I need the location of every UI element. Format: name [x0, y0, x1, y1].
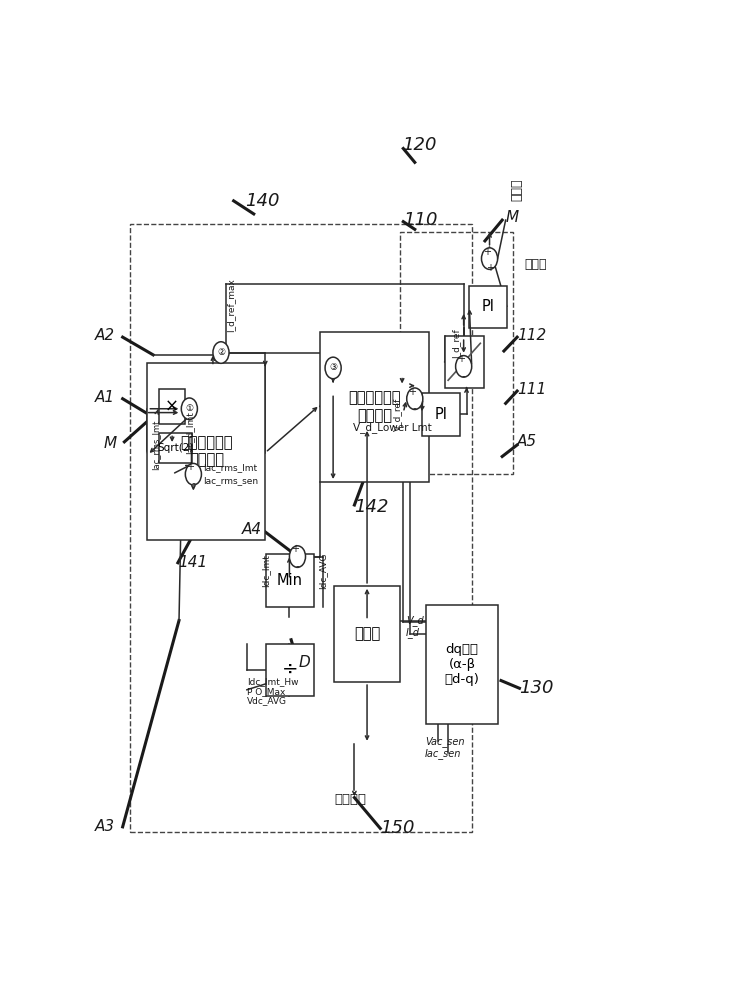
- Text: 输出交流电流
限制部分: 输出交流电流 限制部分: [180, 435, 232, 467]
- Text: 112: 112: [517, 328, 546, 343]
- Text: -: -: [413, 403, 417, 413]
- Text: I_d: I_d: [406, 627, 420, 638]
- Text: Iac_rms_sen: Iac_rms_sen: [203, 476, 258, 485]
- Text: Iac_sen: Iac_sen: [425, 748, 462, 759]
- Text: 142: 142: [355, 498, 389, 516]
- Text: Iac_rms_lmt: Iac_rms_lmt: [151, 420, 160, 470]
- Bar: [130, 224, 473, 832]
- Text: -: -: [295, 561, 300, 571]
- Text: Iac_d_lmt: Iac_d_lmt: [185, 411, 194, 454]
- Text: 输入直流电流
限制部分: 输入直流电流 限制部分: [348, 391, 401, 423]
- Text: 111: 111: [517, 382, 546, 397]
- Circle shape: [213, 342, 229, 363]
- Text: I_d_ref: I_d_ref: [452, 328, 461, 358]
- Bar: [266, 554, 314, 607]
- Text: ②: ②: [217, 348, 225, 357]
- Text: +: +: [485, 263, 493, 273]
- Text: Vac_sen: Vac_sen: [425, 736, 464, 747]
- Text: I_d_ref_max: I_d_ref_max: [226, 278, 235, 332]
- Text: ①: ①: [186, 404, 194, 413]
- Text: V_d_Lower Lmt: V_d_Lower Lmt: [353, 423, 432, 433]
- Text: Idc_lmt_Hw: Idc_lmt_Hw: [247, 678, 298, 687]
- Text: V_d: V_d: [406, 615, 424, 626]
- Text: M: M: [505, 210, 519, 225]
- Text: -: -: [462, 371, 466, 381]
- Text: 140: 140: [245, 192, 280, 210]
- Text: A3: A3: [94, 819, 114, 834]
- Circle shape: [181, 398, 197, 420]
- Text: 占空比: 占空比: [510, 178, 524, 201]
- Text: A4: A4: [243, 522, 263, 537]
- Text: -: -: [191, 478, 195, 488]
- Text: D: D: [298, 655, 310, 670]
- Text: Idc_lmt: Idc_lmt: [260, 554, 270, 587]
- Text: +: +: [408, 387, 416, 397]
- Circle shape: [456, 356, 472, 377]
- Circle shape: [407, 388, 423, 410]
- Text: 前馈项: 前馈项: [524, 258, 547, 271]
- Text: dq变据
(α-β
到d-q): dq变据 (α-β 到d-q): [444, 643, 479, 686]
- Circle shape: [186, 463, 201, 485]
- Bar: [266, 644, 314, 696]
- Bar: [335, 586, 401, 682]
- Text: ③: ③: [329, 363, 337, 372]
- Text: 141: 141: [178, 555, 207, 570]
- Text: +: +: [291, 544, 298, 554]
- Text: A1: A1: [94, 390, 114, 405]
- Circle shape: [289, 546, 306, 567]
- Text: +: +: [457, 354, 465, 364]
- Text: 120: 120: [402, 136, 436, 154]
- Text: 比较器: 比较器: [354, 626, 381, 641]
- Text: V_d_ref: V_d_ref: [393, 398, 402, 431]
- Text: +: +: [483, 247, 491, 257]
- Bar: [444, 336, 484, 388]
- Bar: [421, 393, 459, 436]
- Bar: [426, 605, 498, 724]
- Text: ×: ×: [165, 397, 179, 415]
- Circle shape: [482, 248, 498, 269]
- Text: Idc_AVG: Idc_AVG: [318, 552, 327, 589]
- Bar: [159, 389, 186, 424]
- Text: PI: PI: [482, 299, 495, 314]
- Text: 110: 110: [404, 211, 438, 229]
- Bar: [470, 286, 507, 328]
- Text: 150: 150: [381, 819, 415, 837]
- Text: A5: A5: [517, 434, 537, 449]
- Text: Min: Min: [277, 573, 303, 588]
- Bar: [148, 363, 266, 540]
- Bar: [401, 232, 513, 474]
- Text: 130: 130: [519, 679, 554, 697]
- Bar: [320, 332, 429, 482]
- Bar: [159, 433, 192, 463]
- Text: +: +: [186, 462, 194, 472]
- Circle shape: [325, 357, 341, 379]
- Text: P O_Max: P O_Max: [247, 687, 285, 696]
- Text: Iac_rms_lmt: Iac_rms_lmt: [203, 464, 257, 473]
- Text: PI: PI: [434, 407, 447, 422]
- Text: 停止操作: 停止操作: [335, 793, 367, 806]
- Text: A2: A2: [94, 328, 114, 343]
- Text: M: M: [104, 436, 117, 451]
- Text: ÷: ÷: [282, 660, 298, 679]
- Text: Vdc_AVG: Vdc_AVG: [247, 696, 287, 705]
- Text: Sqrt(2): Sqrt(2): [157, 443, 194, 453]
